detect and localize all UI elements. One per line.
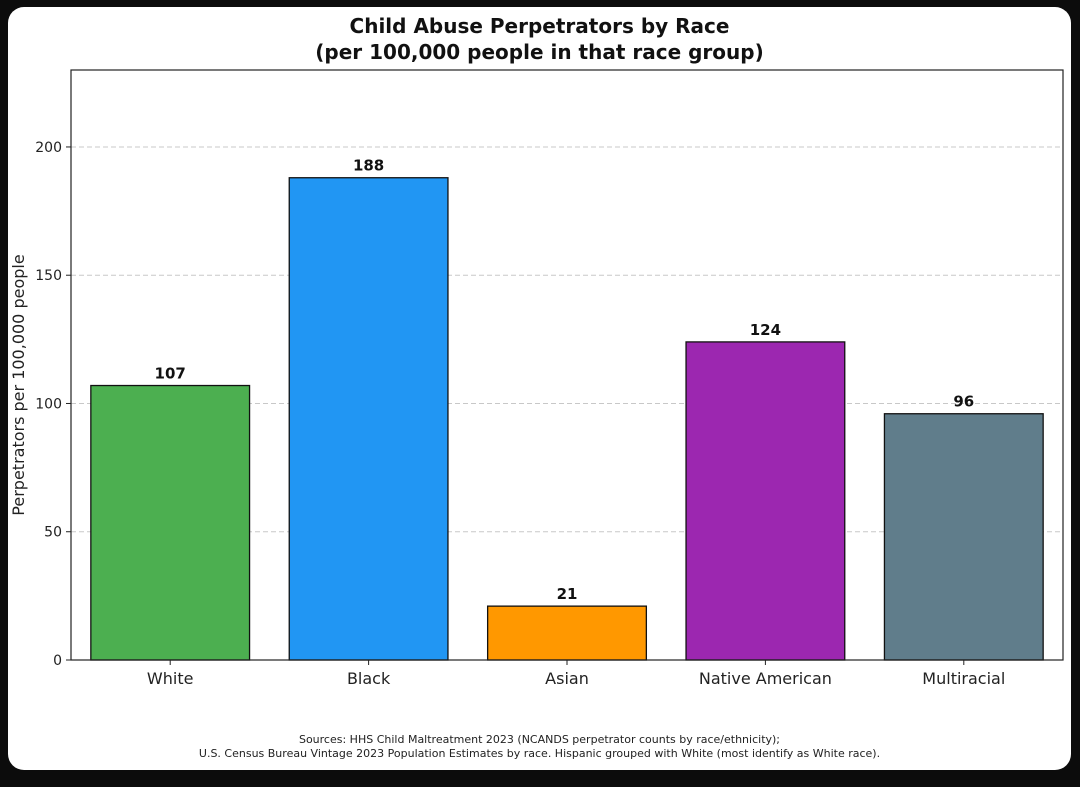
y-tick-label: 0 bbox=[53, 653, 62, 669]
chart-subtitle: (per 100,000 people in that race group) bbox=[315, 40, 764, 64]
chart-card: Child Abuse Perpetrators by Race (per 10… bbox=[8, 7, 1071, 770]
data-label: 96 bbox=[953, 393, 974, 411]
footnote-line-1: Sources: HHS Child Maltreatment 2023 (NC… bbox=[298, 733, 781, 746]
y-tick-label: 200 bbox=[35, 140, 62, 156]
plot-frame bbox=[70, 69, 1064, 661]
data-label: 107 bbox=[155, 365, 186, 383]
y-tick-label: 100 bbox=[35, 396, 62, 412]
bar-chart: 107 188 21 124 96 0 50 100 150 200 White Black Asi… bbox=[9, 69, 1064, 688]
bar-asian bbox=[486, 605, 648, 661]
y-tick-label: 150 bbox=[35, 268, 62, 284]
data-label: 21 bbox=[557, 585, 578, 603]
x-tick-label: Multiracial bbox=[922, 669, 1005, 688]
bar-black bbox=[288, 177, 449, 661]
x-tick-label: Black bbox=[347, 669, 391, 688]
x-tick-label: White bbox=[147, 669, 194, 688]
data-label: 188 bbox=[353, 157, 384, 175]
bar-native-american bbox=[685, 341, 846, 661]
x-tick-label: Native American bbox=[699, 669, 832, 688]
data-label: 124 bbox=[750, 321, 781, 339]
chart-title: Child Abuse Perpetrators by Race bbox=[349, 14, 730, 38]
bar-white bbox=[90, 384, 251, 661]
bar-multiracial bbox=[883, 413, 1044, 661]
footnote-line-2: U.S. Census Bureau Vintage 2023 Populati… bbox=[198, 747, 881, 760]
y-tick-label: 50 bbox=[44, 525, 62, 541]
y-axis-label: Perpetrators per 100,000 people bbox=[9, 254, 28, 515]
x-tick-label: Asian bbox=[545, 669, 589, 688]
